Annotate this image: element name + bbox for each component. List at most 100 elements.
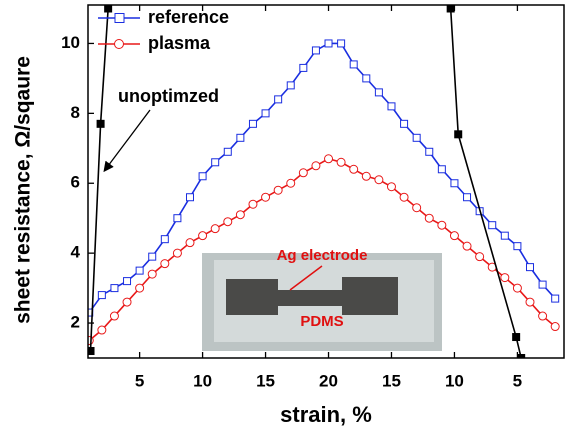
point — [235, 210, 245, 220]
point — [173, 214, 182, 223]
legend-marker — [114, 39, 124, 49]
point — [349, 164, 359, 174]
point — [160, 235, 169, 244]
point — [324, 39, 333, 48]
frame — [87, 4, 565, 359]
legend-label: reference — [148, 7, 229, 27]
point — [261, 109, 270, 118]
point — [362, 74, 371, 83]
arrow — [103, 109, 151, 173]
electrode-strip — [276, 290, 344, 306]
point — [135, 283, 145, 293]
point — [525, 297, 535, 307]
annotation: PDMS — [300, 313, 343, 330]
x-axis-title: strain, % — [280, 402, 372, 427]
x-tick-label: 5 — [135, 371, 144, 390]
point — [538, 311, 548, 321]
point — [550, 322, 560, 332]
point — [273, 185, 283, 195]
point — [517, 354, 526, 358]
point — [160, 259, 170, 269]
point — [186, 193, 194, 202]
x-tick-label: 15 — [382, 371, 401, 390]
point — [97, 325, 107, 335]
point — [261, 192, 271, 202]
point — [248, 199, 258, 209]
point — [425, 147, 434, 156]
pointer — [289, 265, 323, 291]
point — [223, 217, 233, 227]
x-tick-label: 10 — [193, 371, 212, 390]
annotation: Ag electrode — [277, 247, 368, 264]
point — [412, 203, 422, 213]
point — [148, 252, 157, 261]
point — [450, 179, 459, 188]
point — [551, 294, 560, 303]
point — [236, 133, 245, 142]
point — [538, 280, 547, 289]
point — [412, 133, 421, 142]
point — [336, 157, 346, 167]
electrode-pad — [226, 279, 278, 315]
x-tick-label: 5 — [513, 371, 522, 390]
point — [109, 311, 119, 321]
point — [387, 102, 396, 111]
point — [147, 269, 157, 279]
point — [223, 147, 232, 156]
point — [512, 333, 521, 342]
point — [500, 231, 509, 240]
point — [88, 336, 94, 346]
point — [210, 224, 220, 234]
point — [274, 95, 283, 104]
annotation: unoptimzed — [118, 86, 219, 106]
point — [122, 297, 132, 307]
point — [299, 63, 308, 72]
point — [500, 273, 510, 283]
point — [374, 88, 383, 97]
y-axis-title: sheet resistance, Ω/sqaure — [12, 56, 35, 324]
point — [286, 178, 296, 188]
point — [172, 248, 182, 258]
point — [88, 347, 95, 356]
point — [110, 284, 119, 293]
x-tick-label: 20 — [319, 371, 338, 390]
point — [437, 165, 446, 174]
point — [512, 283, 522, 293]
point — [446, 5, 455, 13]
point — [123, 277, 132, 286]
point — [198, 231, 208, 241]
point — [437, 220, 447, 230]
point — [198, 172, 207, 181]
y-tick-label: 4 — [71, 243, 81, 262]
point — [185, 238, 195, 248]
plot-area — [88, 5, 560, 358]
legend-label: plasma — [148, 33, 211, 53]
point — [361, 171, 371, 181]
point — [311, 46, 320, 55]
point — [211, 158, 220, 167]
point — [449, 231, 459, 241]
point — [104, 5, 113, 13]
point — [286, 81, 295, 90]
point — [513, 242, 522, 251]
point — [400, 119, 409, 128]
legend-marker — [114, 13, 125, 23]
point — [386, 182, 396, 192]
point — [349, 60, 358, 69]
point — [311, 161, 321, 171]
y-tick-label: 2 — [71, 313, 80, 332]
point — [488, 221, 497, 230]
point — [135, 266, 144, 275]
point — [248, 119, 257, 128]
x-tick-label: 15 — [256, 371, 275, 390]
point — [298, 168, 308, 178]
y-tick-label: 8 — [71, 103, 80, 122]
point — [463, 193, 472, 202]
y-tick-label: 6 — [71, 173, 80, 192]
point — [454, 130, 463, 139]
point — [475, 252, 485, 262]
x-tick-label: 10 — [445, 371, 464, 390]
y-tick-label: 10 — [61, 33, 80, 52]
point — [526, 263, 534, 272]
